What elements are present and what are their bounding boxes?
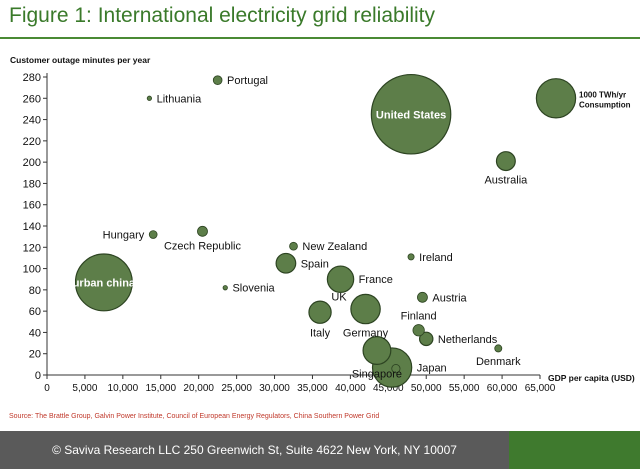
bubble-italy — [308, 300, 332, 324]
footer: © Saviva Research LLC 250 Greenwich St, … — [0, 431, 640, 469]
bubble-label-netherlands: Netherlands — [438, 334, 498, 346]
y-tick-label: 40 — [29, 327, 41, 339]
x-tick-label: 15,000 — [145, 383, 176, 394]
y-tick-label: 280 — [23, 72, 41, 84]
y-tick-label: 0 — [35, 370, 41, 382]
bubble-label-czech-republic: Czech Republic — [164, 240, 242, 252]
bubble-label-germany: Germany — [343, 328, 389, 340]
y-tick-label: 60 — [29, 306, 41, 318]
bubble-label-urban-china: urban china — [73, 277, 136, 289]
source-note: Source: The Brattle Group, Galvin Power … — [9, 413, 380, 420]
footer-address: © Saviva Research LLC 250 Greenwich St, … — [52, 443, 457, 457]
y-tick-label: 140 — [23, 221, 41, 233]
bubble-lithuania — [146, 95, 152, 101]
bubble-unlabeled — [391, 364, 401, 374]
bubble-label-lithuania: Lithuania — [157, 93, 203, 105]
bubble-label-portugal: Portugal — [227, 75, 268, 87]
bubble-ireland — [407, 253, 415, 261]
legend-bubble — [535, 78, 577, 119]
y-tick-label: 20 — [29, 349, 41, 361]
x-tick-label: 65,000 — [525, 383, 556, 394]
bubble-label-denmark: Denmark — [476, 356, 521, 368]
axes: 0 20 40 60 80 100 120 140 160 180 200 220 240 260 280 0… — [23, 72, 556, 394]
bubble-label-hungary: Hungary — [103, 230, 145, 242]
x-tick-label: 45,000 — [373, 383, 404, 394]
bubble-hungary — [148, 230, 158, 239]
bubble-chart: Customer outage minutes per year GDP per… — [10, 55, 635, 394]
x-tick-label: 35,000 — [297, 383, 328, 394]
footer-green-panel — [509, 431, 640, 469]
bubble-label-singapore: Singapore — [352, 368, 402, 380]
bubble-label-japan: Japan — [417, 363, 447, 375]
bubble-netherlands — [418, 331, 434, 347]
bubble-label-italy: Italy — [310, 327, 331, 339]
x-axis-label: GDP per capita (USD) — [548, 373, 635, 383]
x-tick-label: 25,000 — [221, 383, 252, 394]
x-tick-label: 5,000 — [72, 383, 97, 394]
footer-dark-panel — [0, 431, 509, 469]
bubble-czech-republic — [197, 225, 208, 237]
x-tick-label: 10,000 — [108, 383, 139, 394]
bubble-australia — [495, 151, 516, 172]
x-tick-label: 20,000 — [183, 383, 214, 394]
bubble-label-france: France — [359, 274, 393, 286]
x-tick-label: 60,000 — [487, 383, 518, 394]
chart-title: Figure 1: International electricity grid… — [9, 4, 436, 27]
bubble-spain — [275, 252, 297, 274]
bubble-austria — [417, 291, 428, 303]
y-tick-label: 120 — [23, 242, 41, 254]
x-tick-label: 50,000 — [411, 383, 442, 394]
bubble-singapore — [362, 336, 392, 365]
bubble-germany — [350, 293, 381, 325]
x-tick-label: 0 — [44, 383, 50, 394]
bubble-united-states — [370, 73, 452, 155]
y-axis-label: Customer outage minutes per year — [10, 55, 151, 65]
bubble-label-slovenia: Slovenia — [232, 283, 275, 295]
bubble-label-finland: Finland — [401, 311, 437, 323]
bubble-slovenia — [222, 285, 228, 291]
y-tick-label: 160 — [23, 200, 41, 212]
x-tick-label: 55,000 — [449, 383, 480, 394]
bubble-denmark — [494, 344, 503, 353]
bubble-portugal — [212, 75, 223, 85]
bubble-france — [326, 265, 355, 293]
y-tick-label: 80 — [29, 285, 41, 297]
bubble-finland — [412, 324, 425, 337]
legend-label-line2: Consumption — [579, 100, 631, 109]
title-divider — [0, 37, 640, 39]
x-tick-label: 30,000 — [259, 383, 290, 394]
y-tick-label: 260 — [23, 93, 41, 105]
y-tick-label: 200 — [23, 157, 41, 169]
bubble-label-spain: Spain — [301, 258, 329, 270]
bubble-label-ireland: Ireland — [419, 252, 453, 264]
y-tick-label: 100 — [23, 264, 41, 276]
legend-label-line1: 1000 TWh/yr — [579, 90, 626, 99]
bubble-label-austria: Austria — [432, 292, 467, 304]
y-tick-label: 180 — [23, 178, 41, 190]
bubble-label-united-states: United States — [376, 109, 446, 121]
x-tick-label: 40,000 — [335, 383, 366, 394]
bubbles: Portugal Lithuania United States Australia H… — [73, 73, 528, 388]
bubble-new-zealand — [289, 241, 298, 251]
y-tick-label: 240 — [23, 115, 41, 127]
bubble-label-uk: UK — [331, 292, 347, 304]
bubble-label-new-zealand: New Zealand — [302, 241, 367, 253]
bubble-urban-china — [74, 253, 133, 312]
y-tick-label: 220 — [23, 136, 41, 148]
bubble-label-australia: Australia — [484, 174, 528, 186]
